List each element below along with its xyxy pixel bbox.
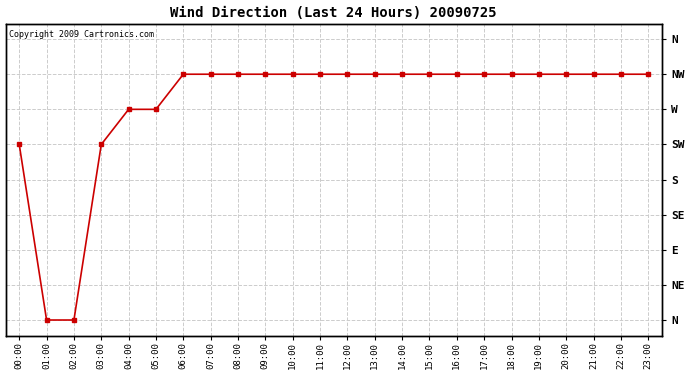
Title: Wind Direction (Last 24 Hours) 20090725: Wind Direction (Last 24 Hours) 20090725 <box>170 6 497 20</box>
Text: Copyright 2009 Cartronics.com: Copyright 2009 Cartronics.com <box>9 30 154 39</box>
